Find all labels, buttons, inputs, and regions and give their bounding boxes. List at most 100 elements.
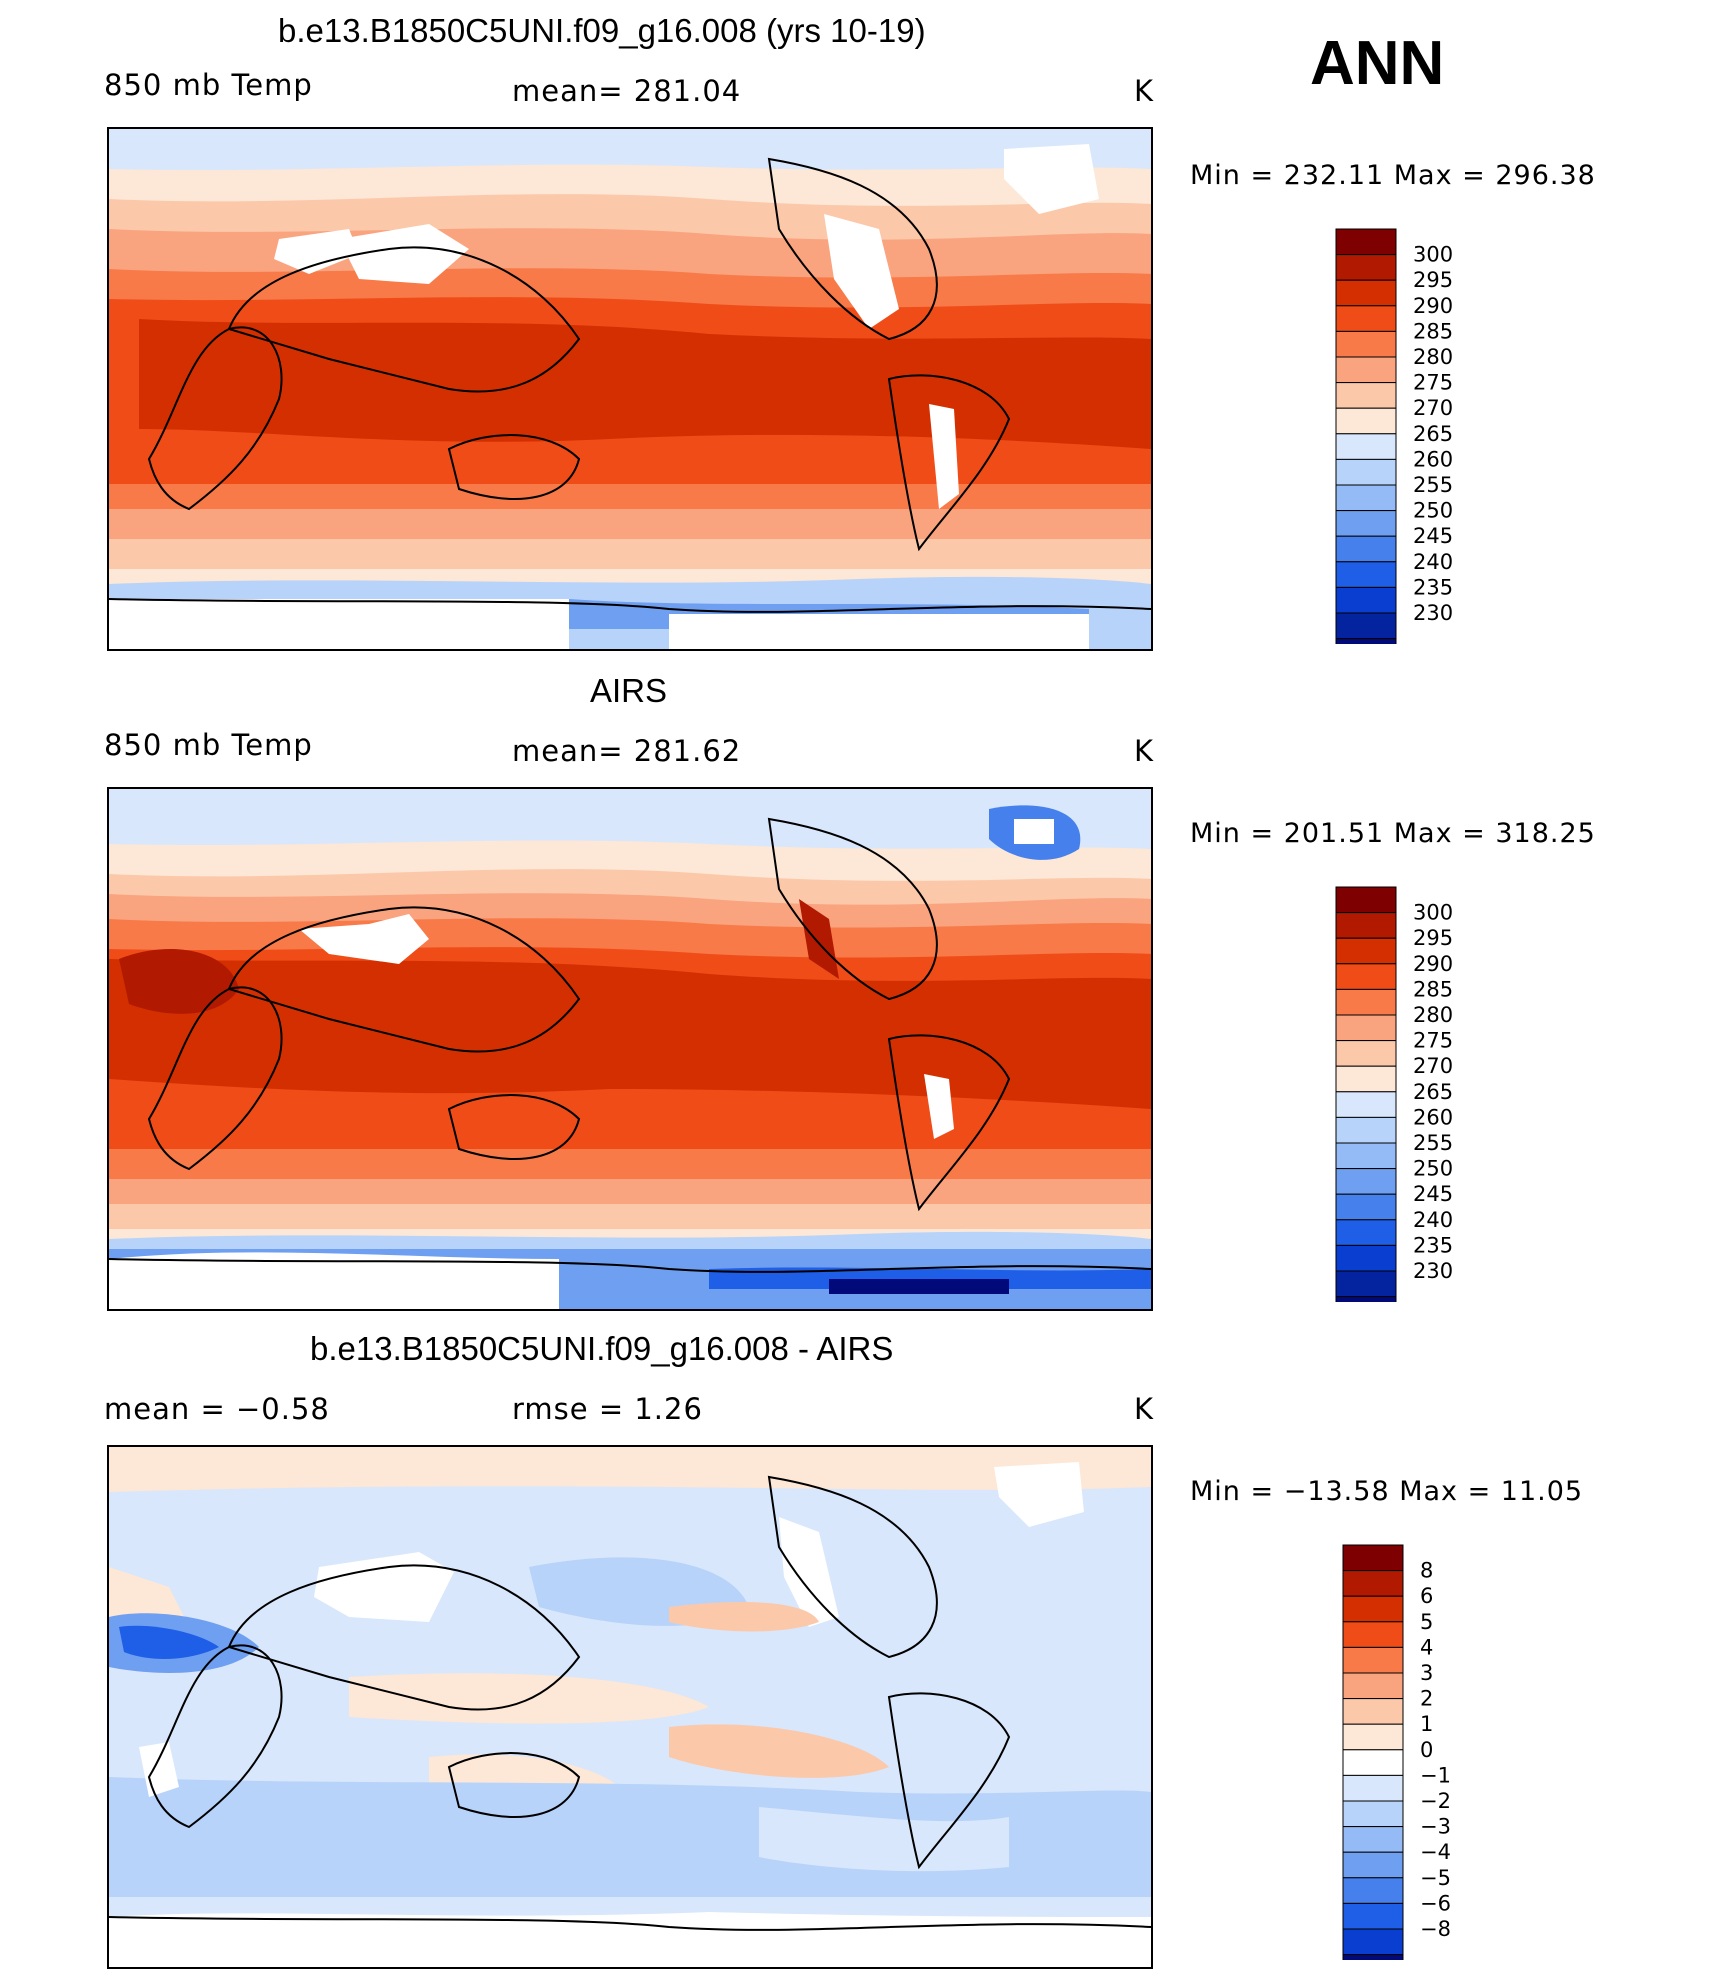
panel1-colorbar-tick-label: 265 — [1413, 422, 1453, 446]
panel1-colorbar: 300 295 290 285 280 275 270 265 260 255 250 245 240 2… — [1335, 228, 1465, 644]
panel3-colorbar-tick-label: −8 — [1420, 1917, 1451, 1941]
panel3-colorbar-swatch — [1342, 1595, 1404, 1623]
panel3-colorbar-swatch — [1342, 1851, 1404, 1879]
panel1-colorbar-swatch — [1335, 638, 1397, 644]
panel2-colorbar-tick-label: 285 — [1413, 977, 1453, 1001]
panel1-colorbar-swatch — [1335, 612, 1397, 640]
panel1-colorbar-tick-label: 285 — [1413, 319, 1453, 343]
panel2-colorbar-tick-label: 265 — [1413, 1080, 1453, 1104]
panel2-colorbar-tick-label: 250 — [1413, 1157, 1453, 1181]
panel3-colorbar-tick-label: 4 — [1420, 1635, 1433, 1659]
panel2-colorbar-swatch — [1335, 886, 1397, 914]
panel2-variable-label: 850 mb Temp — [104, 728, 313, 762]
panel3-map — [107, 1445, 1153, 1969]
panel1-colorbar-swatch — [1335, 407, 1397, 435]
panel3-colorbar-tick-label: −4 — [1420, 1840, 1451, 1864]
season-label: ANN — [1310, 29, 1445, 98]
panel3-colorbar-tick-label: −6 — [1420, 1891, 1451, 1915]
panel3-minmax: Min = −13.58 Max = 11.05 — [1190, 1476, 1584, 1507]
panel3-colorbar-swatch — [1342, 1698, 1404, 1725]
panel1-map — [107, 127, 1153, 651]
panel2-colorbar-tick-label: 260 — [1413, 1105, 1453, 1129]
panel2-colorbar-tick-label: 275 — [1413, 1029, 1453, 1053]
panel1-colorbar-swatch — [1335, 458, 1397, 486]
panel2-colorbar-swatch — [1335, 1270, 1397, 1298]
panel2-colorbar-tick-label: 230 — [1413, 1259, 1453, 1283]
panel3-colorbar-tick-label: 6 — [1420, 1584, 1433, 1608]
panel2-colorbar-swatch — [1335, 988, 1397, 1016]
panel1-colorbar-tick-label: 235 — [1413, 575, 1453, 599]
panel3-colorbar-tick-label: 8 — [1420, 1559, 1433, 1583]
panel3-colorbar-swatch — [1342, 1826, 1404, 1853]
panel3-colorbar-swatch — [1342, 1877, 1404, 1904]
panel1-colorbar-tick-label: 260 — [1413, 447, 1453, 471]
panel1-colorbar-swatch — [1335, 254, 1397, 281]
panel1-colorbar-swatch — [1335, 484, 1397, 512]
panel2-colorbar-tick-label: 300 — [1413, 901, 1453, 925]
panel2-colorbar-tick-label: 245 — [1413, 1182, 1453, 1206]
panel2-colorbar-tick-label: 235 — [1413, 1233, 1453, 1257]
panel2-map-field — [109, 789, 1151, 1309]
panel1-colorbar-svg: 3002952902852802752702652602552502452402… — [1335, 228, 1453, 644]
panel2-colorbar-swatch — [1335, 1168, 1397, 1195]
panel2-colorbar-swatch — [1335, 963, 1397, 990]
panel1-colorbar-swatch — [1335, 535, 1397, 563]
panel1-colorbar-swatch — [1335, 305, 1397, 332]
panel1-mean-label: mean= 281.04 — [512, 74, 742, 108]
panel1-colorbar-swatch — [1335, 586, 1397, 614]
panel2-minmax: Min = 201.51 Max = 318.25 — [1190, 818, 1596, 849]
panel1-colorbar-tick-label: 295 — [1413, 268, 1453, 292]
panel2-colorbar-swatch — [1335, 937, 1397, 965]
panel1-colorbar-tick-label: 250 — [1413, 499, 1453, 523]
panel1-colorbar-swatch — [1335, 356, 1397, 384]
panel3-colorbar-swatch — [1342, 1954, 1404, 1960]
panel2-colorbar-swatch — [1335, 1296, 1397, 1302]
panel1-colorbar-swatch — [1335, 382, 1397, 409]
panel2-map — [107, 787, 1153, 1311]
panel1-title: b.e13.B1850C5UNI.f09_g16.008 (yrs 10-19) — [278, 12, 926, 49]
panel3-colorbar-tick-label: 3 — [1420, 1661, 1433, 1685]
panel2-colorbar-swatch — [1335, 1116, 1397, 1144]
panel2-colorbar-swatch — [1335, 1065, 1397, 1093]
panel1-colorbar-tick-label: 230 — [1413, 601, 1453, 625]
panel2-colorbar-swatch — [1335, 1014, 1397, 1042]
panel2-colorbar-swatch — [1335, 1193, 1397, 1221]
panel3-colorbar-swatch — [1342, 1646, 1404, 1674]
panel3-colorbar-swatch — [1342, 1723, 1404, 1751]
panel3-colorbar-swatch — [1342, 1800, 1404, 1828]
panel3-title: b.e13.B1850C5UNI.f09_g16.008 - AIRS — [310, 1330, 894, 1367]
panel2-units-label: K — [1134, 734, 1155, 768]
panel2-colorbar-tick-label: 240 — [1413, 1208, 1453, 1232]
panel2-colorbar-tick-label: 290 — [1413, 952, 1453, 976]
panel2-colorbar-tick-label: 270 — [1413, 1054, 1453, 1078]
panel2-colorbar-swatch — [1335, 1142, 1397, 1170]
panel1-colorbar-tick-label: 245 — [1413, 524, 1453, 548]
panel2-colorbar: 300 295 290 285 280 275 270 265 260 255 250 245 240 2… — [1335, 886, 1465, 1302]
panel1-colorbar-tick-label: 275 — [1413, 371, 1453, 395]
panel3-colorbar-swatch — [1342, 1621, 1404, 1648]
panel1-colorbar-tick-label: 280 — [1413, 345, 1453, 369]
panel3-colorbar-swatch — [1342, 1570, 1404, 1597]
panel3-units-label: K — [1134, 1392, 1155, 1426]
panel2-colorbar-swatch — [1335, 1091, 1397, 1118]
panel3-colorbar-tick-label: −2 — [1420, 1789, 1451, 1813]
panel3-map-field — [109, 1447, 1151, 1963]
panel3-colorbar-tick-label: 1 — [1420, 1712, 1433, 1736]
panel2-colorbar-svg: 3002952902852802752702652602552502452402… — [1335, 886, 1453, 1302]
panel1-colorbar-swatch — [1335, 561, 1397, 588]
panel1-colorbar-swatch — [1335, 330, 1397, 358]
panel2-title: AIRS — [590, 672, 668, 709]
panel1-variable-label: 850 mb Temp — [104, 68, 313, 102]
panel1-colorbar-tick-label: 290 — [1413, 294, 1453, 318]
panel2-mean-label: mean= 281.62 — [512, 734, 742, 768]
panel3-colorbar-swatch — [1342, 1902, 1404, 1930]
panel2-colorbar-tick-label: 295 — [1413, 926, 1453, 950]
panel3-colorbar-swatch — [1342, 1774, 1404, 1802]
panel1-colorbar-swatch — [1335, 279, 1397, 307]
panel1-colorbar-swatch — [1335, 510, 1397, 537]
panel1-units-label: K — [1134, 74, 1155, 108]
panel1-colorbar-tick-label: 270 — [1413, 396, 1453, 420]
panel3-colorbar-tick-label: −1 — [1420, 1763, 1451, 1787]
panel2-colorbar-swatch — [1335, 1040, 1397, 1067]
